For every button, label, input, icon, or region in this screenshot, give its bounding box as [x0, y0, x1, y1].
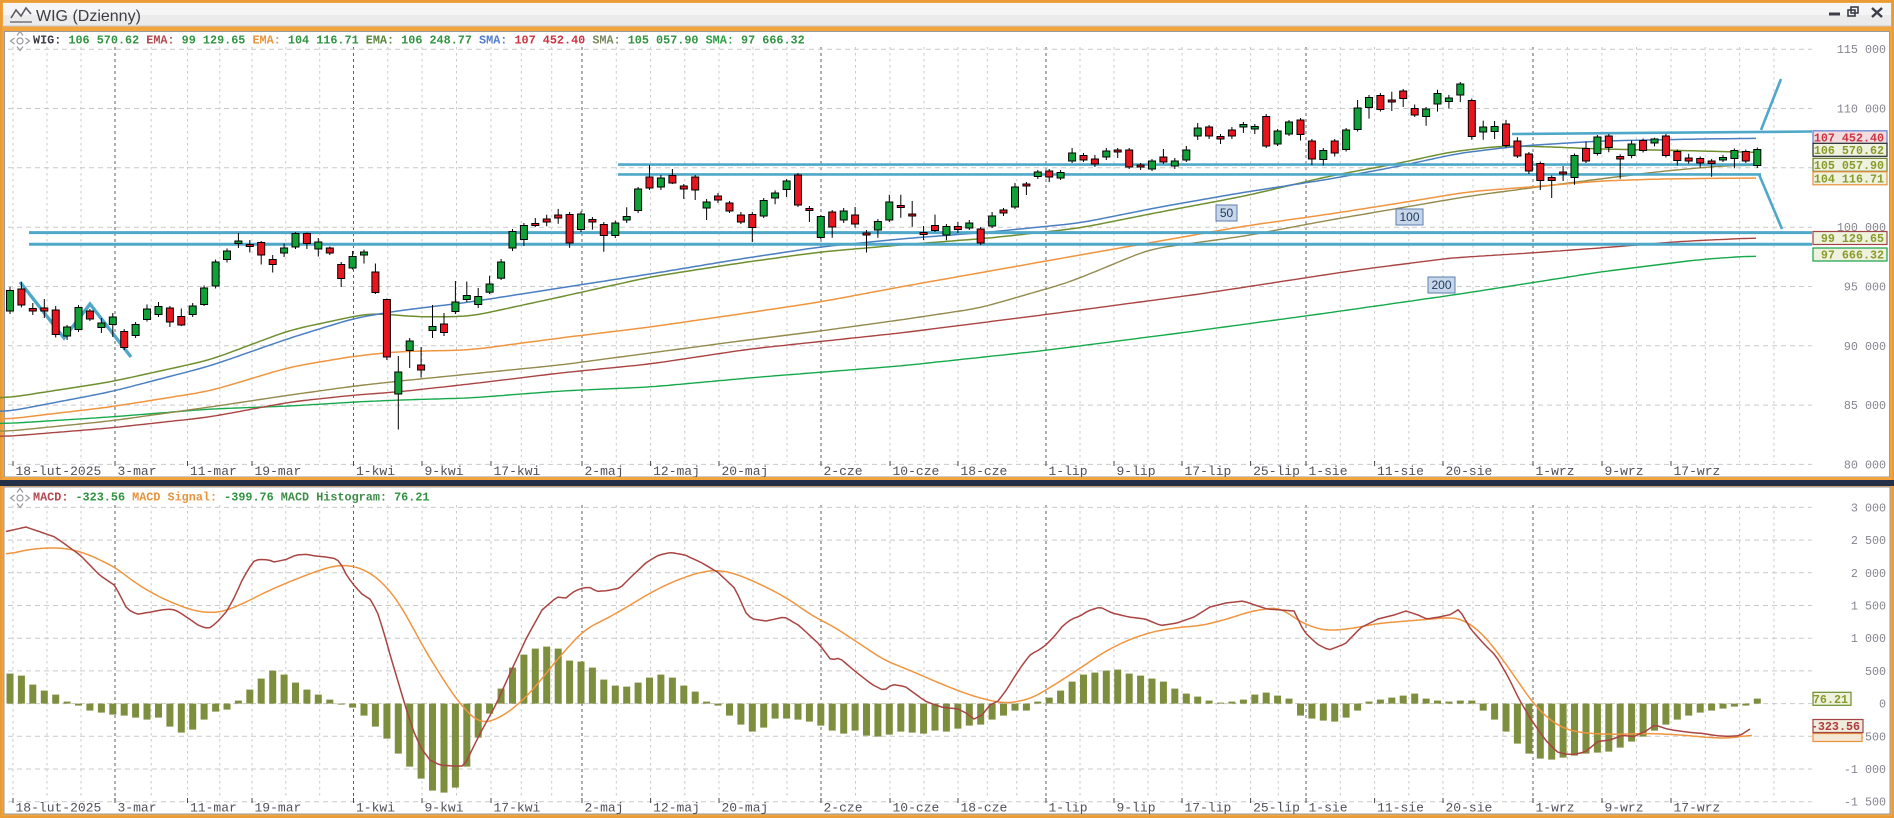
- svg-text:20-sie: 20-sie: [1446, 464, 1493, 479]
- svg-text:200: 200: [1431, 278, 1451, 292]
- svg-text:106 570.62: 106 570.62: [68, 34, 146, 48]
- svg-text:-1 500: -1 500: [1844, 796, 1886, 810]
- svg-text:110 000: 110 000: [1837, 103, 1886, 117]
- svg-text:107 452.40: 107 452.40: [1814, 131, 1884, 145]
- svg-text:85 000: 85 000: [1844, 399, 1886, 413]
- svg-text:1-lip: 1-lip: [1049, 801, 1088, 816]
- svg-text:WIG (Dzienny): WIG (Dzienny): [36, 8, 141, 25]
- svg-text:-500: -500: [1858, 730, 1886, 744]
- svg-text:MACD Signal:: MACD Signal:: [132, 491, 224, 505]
- svg-text:1 500: 1 500: [1851, 600, 1886, 614]
- svg-text:106 570.62: 106 570.62: [1814, 144, 1884, 158]
- svg-text:9-kwi: 9-kwi: [425, 801, 464, 816]
- svg-text:105 057.90: 105 057.90: [628, 34, 706, 48]
- svg-text:2 000: 2 000: [1851, 567, 1886, 581]
- svg-text:3 000: 3 000: [1851, 501, 1886, 515]
- svg-text:17-kwi: 17-kwi: [494, 801, 541, 816]
- svg-text:104 116.71: 104 116.71: [1814, 172, 1884, 186]
- svg-text:12-maj: 12-maj: [653, 801, 700, 816]
- svg-text:11-sie: 11-sie: [1377, 801, 1424, 816]
- svg-text:-323.56: -323.56: [75, 491, 132, 505]
- svg-text:9-wrz: 9-wrz: [1605, 464, 1644, 479]
- svg-text:95 000: 95 000: [1844, 281, 1886, 295]
- svg-text:1-wrz: 1-wrz: [1536, 801, 1575, 816]
- svg-text:1-lip: 1-lip: [1049, 464, 1088, 479]
- svg-text:25-lip: 25-lip: [1253, 801, 1300, 816]
- svg-text:12-maj: 12-maj: [653, 464, 700, 479]
- svg-text:97 666.32: 97 666.32: [741, 34, 805, 48]
- svg-text:18-lut-2025: 18-lut-2025: [16, 464, 102, 479]
- svg-text:17-kwi: 17-kwi: [494, 464, 541, 479]
- svg-text:76.21: 76.21: [394, 491, 429, 505]
- svg-text:-323.56: -323.56: [1811, 720, 1860, 734]
- svg-text:10-cze: 10-cze: [893, 464, 940, 479]
- svg-text:3-mar: 3-mar: [118, 801, 157, 816]
- svg-text:3-mar: 3-mar: [118, 464, 157, 479]
- svg-text:2-cze: 2-cze: [824, 464, 863, 479]
- svg-text:500: 500: [1865, 665, 1886, 679]
- svg-text:2-maj: 2-maj: [585, 801, 624, 816]
- svg-text:50: 50: [1220, 206, 1234, 220]
- svg-text:115 000: 115 000: [1837, 43, 1886, 57]
- svg-text:90 000: 90 000: [1844, 340, 1886, 354]
- svg-text:76.21: 76.21: [1813, 693, 1848, 707]
- svg-text:17-wrz: 17-wrz: [1674, 801, 1721, 816]
- svg-text:104 116.71: 104 116.71: [288, 34, 366, 48]
- svg-text:17-lip: 17-lip: [1185, 464, 1232, 479]
- svg-text:MACD:: MACD:: [33, 491, 75, 505]
- svg-text:1-sie: 1-sie: [1309, 801, 1348, 816]
- svg-text:19-mar: 19-mar: [255, 464, 302, 479]
- svg-text:1-kwi: 1-kwi: [356, 801, 395, 816]
- svg-text:1-kwi: 1-kwi: [356, 464, 395, 479]
- svg-text:WIG:: WIG:: [33, 34, 68, 48]
- svg-text:2-maj: 2-maj: [585, 464, 624, 479]
- svg-text:SMA:: SMA:: [479, 34, 514, 48]
- svg-text:18-cze: 18-cze: [961, 801, 1008, 816]
- svg-text:9-kwi: 9-kwi: [425, 464, 464, 479]
- svg-text:20-sie: 20-sie: [1446, 801, 1493, 816]
- svg-text:20-maj: 20-maj: [722, 801, 769, 816]
- svg-text:107 452.40: 107 452.40: [514, 34, 592, 48]
- svg-text:EMA:: EMA:: [252, 34, 287, 48]
- svg-text:18-cze: 18-cze: [961, 464, 1008, 479]
- svg-text:1-sie: 1-sie: [1309, 464, 1348, 479]
- svg-text:100: 100: [1399, 210, 1419, 224]
- svg-text:18-lut-2025: 18-lut-2025: [16, 801, 102, 816]
- svg-text:2 500: 2 500: [1851, 534, 1886, 548]
- svg-text:99 129.65: 99 129.65: [1821, 232, 1884, 246]
- svg-text:EMA:: EMA:: [146, 34, 181, 48]
- svg-text:2-cze: 2-cze: [824, 801, 863, 816]
- svg-text:97 666.32: 97 666.32: [1821, 249, 1884, 263]
- svg-text:20-maj: 20-maj: [722, 464, 769, 479]
- svg-text:-1 000: -1 000: [1844, 763, 1886, 777]
- svg-text:17-wrz: 17-wrz: [1674, 464, 1721, 479]
- svg-text:99 129.65: 99 129.65: [182, 34, 253, 48]
- svg-text:SMA:: SMA:: [706, 34, 741, 48]
- svg-text:11-sie: 11-sie: [1377, 464, 1424, 479]
- svg-text:19-mar: 19-mar: [255, 801, 302, 816]
- svg-text:9-lip: 9-lip: [1117, 464, 1156, 479]
- svg-text:11-mar: 11-mar: [190, 464, 237, 479]
- svg-text:10-cze: 10-cze: [893, 801, 940, 816]
- svg-text:25-lip: 25-lip: [1253, 464, 1300, 479]
- svg-text:EMA:: EMA:: [366, 34, 401, 48]
- svg-text:105 057.90: 105 057.90: [1814, 159, 1884, 173]
- svg-text:17-lip: 17-lip: [1185, 801, 1232, 816]
- svg-text:9-lip: 9-lip: [1117, 801, 1156, 816]
- svg-text:SMA:: SMA:: [592, 34, 627, 48]
- svg-text:0: 0: [1879, 698, 1886, 712]
- svg-text:106 248.77: 106 248.77: [401, 34, 479, 48]
- svg-text:-399.76: -399.76: [224, 491, 281, 505]
- svg-text:11-mar: 11-mar: [190, 801, 237, 816]
- svg-text:80 000: 80 000: [1844, 458, 1886, 472]
- svg-text:9-wrz: 9-wrz: [1605, 801, 1644, 816]
- svg-text:1 000: 1 000: [1851, 632, 1886, 646]
- svg-text:MACD Histogram:: MACD Histogram:: [281, 491, 394, 505]
- svg-text:1-wrz: 1-wrz: [1536, 464, 1575, 479]
